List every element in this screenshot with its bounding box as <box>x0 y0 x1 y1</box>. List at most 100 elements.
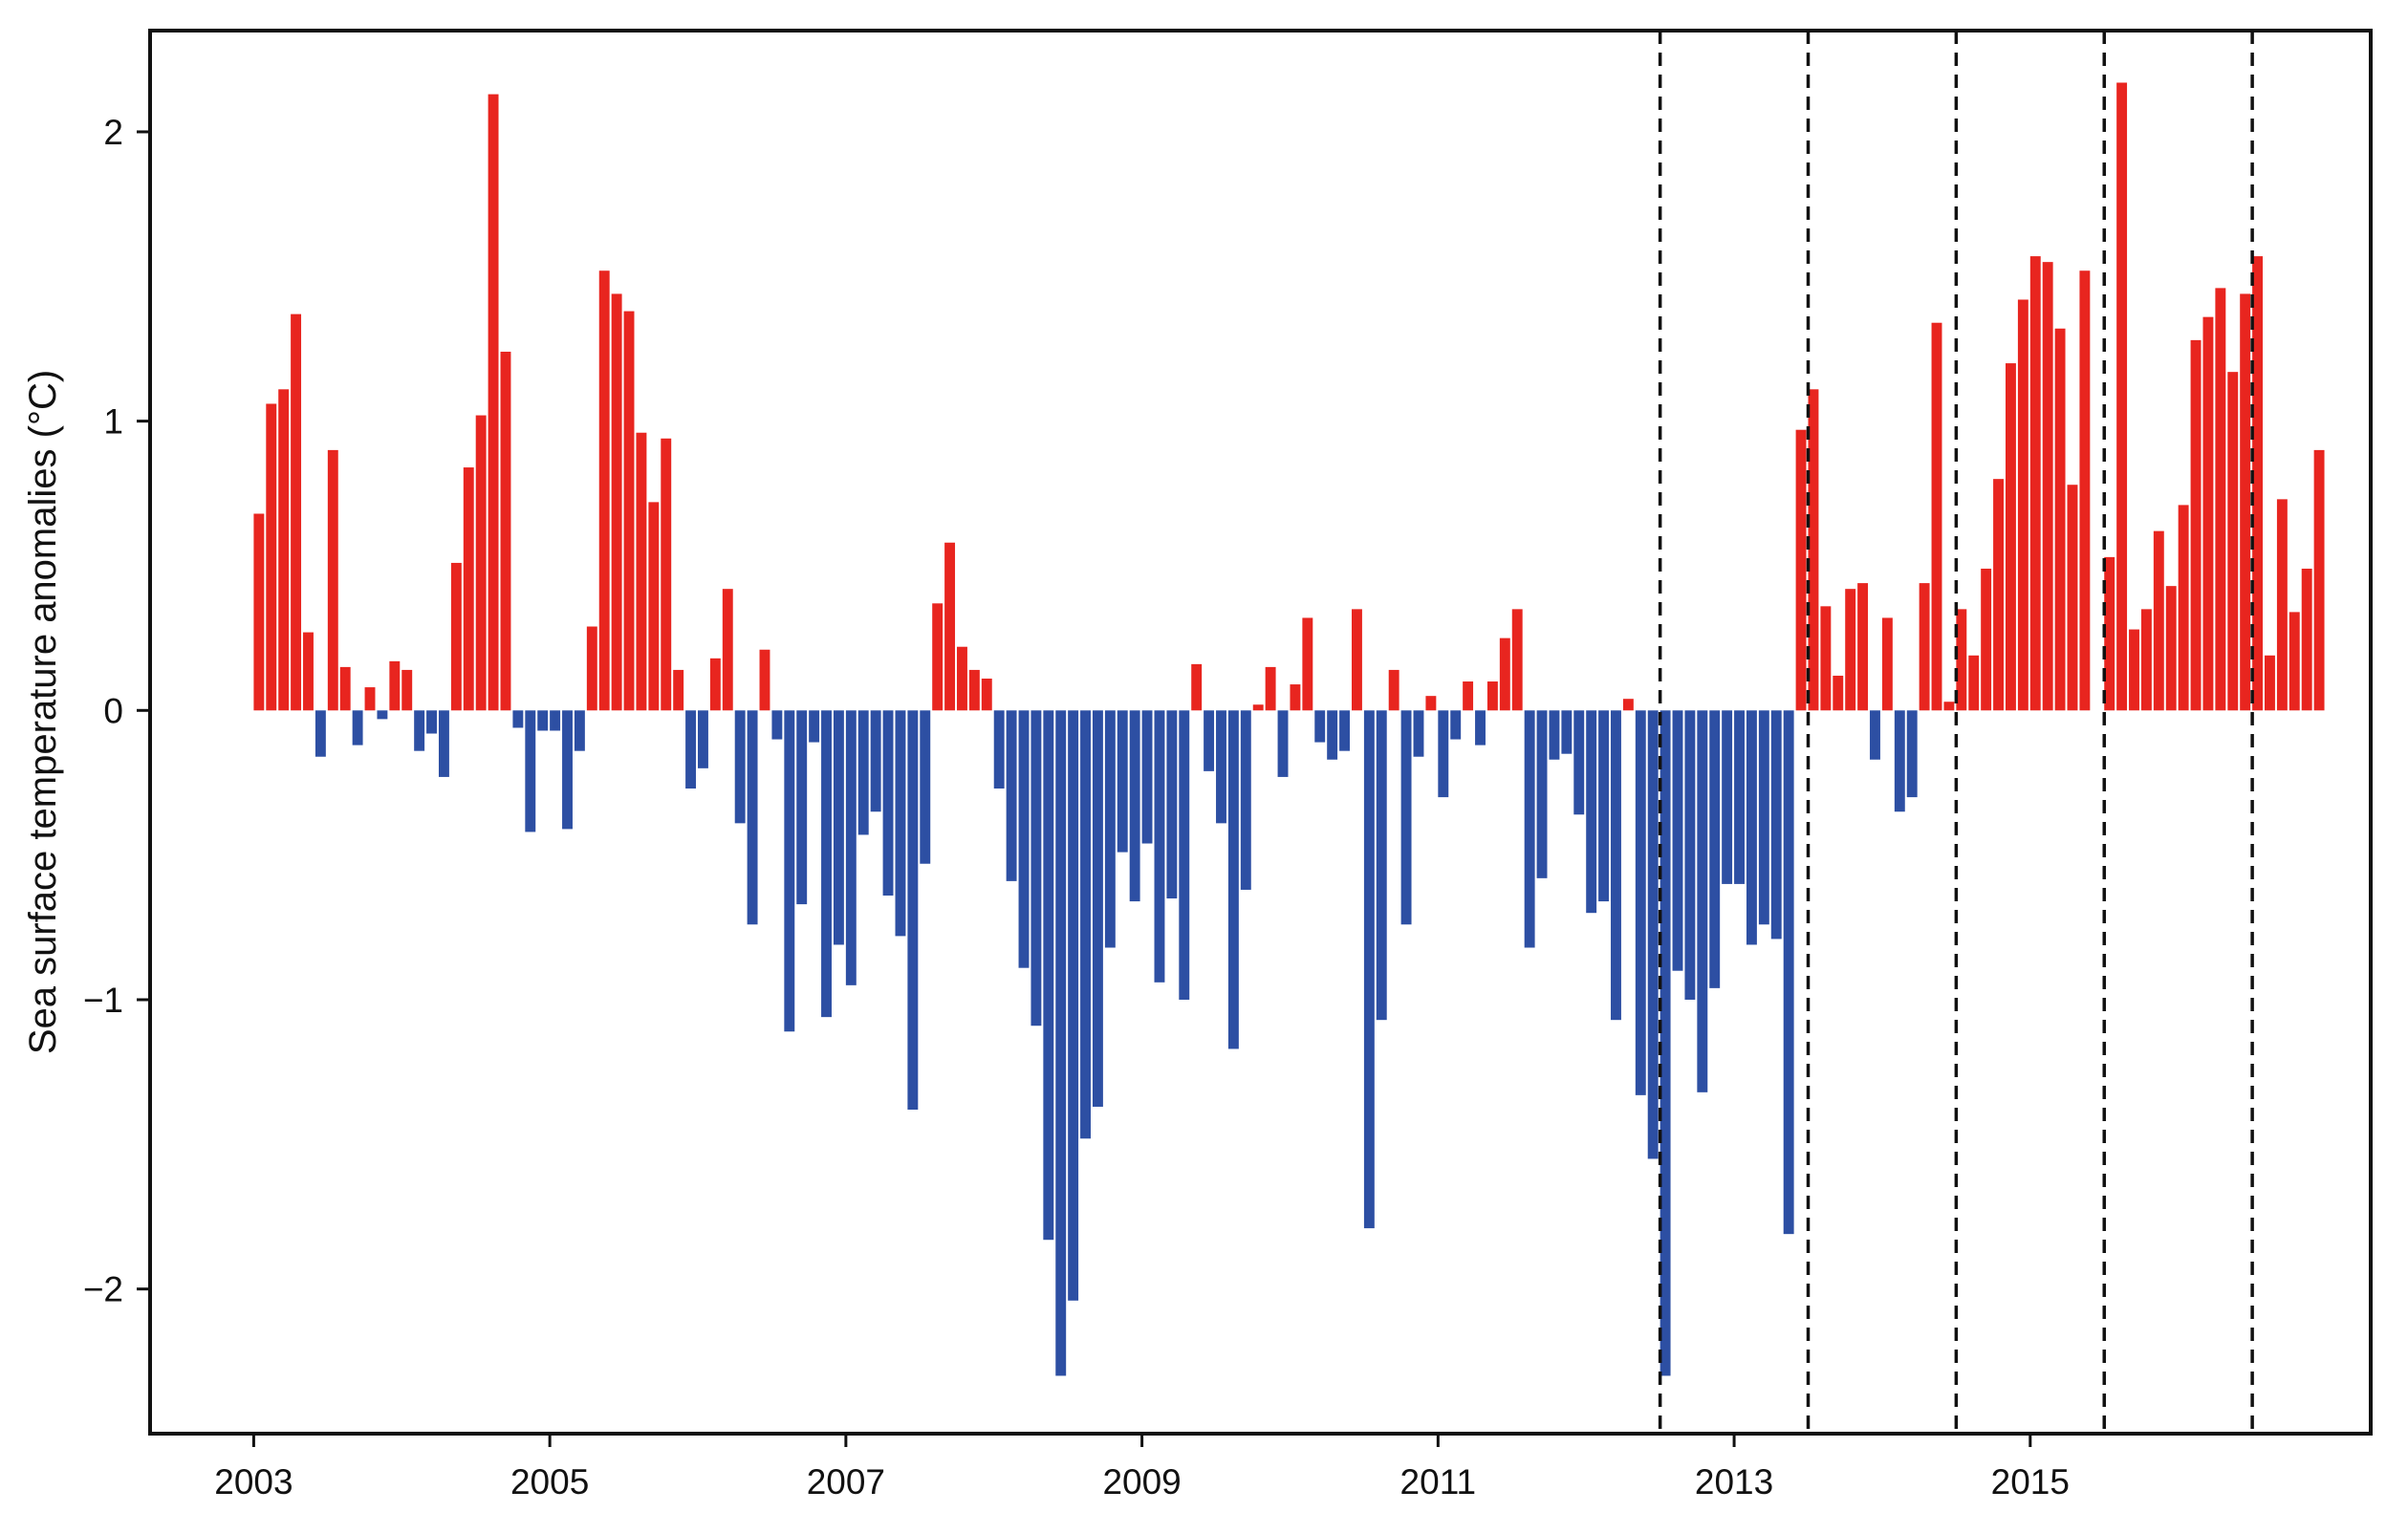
bar-month-15 <box>426 710 437 734</box>
bar-month-80 <box>1227 710 1239 1049</box>
bar-month-25 <box>550 710 561 731</box>
bar-month-122 <box>1746 710 1757 945</box>
x-tick-label-6: 2015 <box>1991 1462 2070 1502</box>
bar-month-155 <box>2153 530 2164 711</box>
bar-month-66 <box>1055 710 1067 1376</box>
bar-month-133 <box>1881 617 1893 711</box>
bar-month-129 <box>1833 675 1844 711</box>
bar-month-53 <box>895 710 906 937</box>
bar-month-136 <box>1919 583 1930 711</box>
bar-month-168 <box>2313 449 2325 711</box>
x-tick-label-2: 2007 <box>807 1462 885 1502</box>
y-tick-label-1: −1 <box>83 981 123 1020</box>
x-tick-label-4: 2011 <box>1400 1462 1477 1502</box>
bar-month-135 <box>1906 710 1918 798</box>
x-tick-label-1: 2005 <box>510 1462 589 1502</box>
bar-month-99 <box>1463 681 1474 711</box>
bar-month-98 <box>1450 710 1462 740</box>
bar-month-61 <box>993 710 1005 789</box>
bar-month-118 <box>1697 710 1708 1092</box>
bar-month-94 <box>1400 710 1412 925</box>
y-tick-label-4: 2 <box>103 113 123 152</box>
y-tick-label-0: −2 <box>83 1270 123 1309</box>
bar-month-127 <box>1808 389 1819 711</box>
bar-month-54 <box>907 710 919 1110</box>
bar-month-120 <box>1722 710 1733 884</box>
bar-month-32 <box>636 432 647 711</box>
bar-month-89 <box>1339 710 1351 751</box>
bar-month-117 <box>1684 710 1696 1000</box>
bar-month-154 <box>2140 609 2152 711</box>
bar-month-88 <box>1327 710 1338 760</box>
bar-month-152 <box>2116 82 2128 711</box>
bar-month-75 <box>1166 710 1178 899</box>
bar-month-130 <box>1845 589 1856 711</box>
bar-month-68 <box>1080 710 1091 1139</box>
bar-month-108 <box>1573 710 1585 815</box>
bar-month-157 <box>2178 505 2189 711</box>
bar-month-101 <box>1486 681 1498 711</box>
bar-month-106 <box>1549 710 1560 760</box>
bar-month-147 <box>2054 328 2066 711</box>
bar-month-7 <box>327 449 338 711</box>
x-tick-label-5: 2013 <box>1695 1462 1773 1502</box>
bar-month-158 <box>2190 339 2202 711</box>
bar-month-71 <box>1117 710 1128 853</box>
bar-month-143 <box>2006 363 2016 711</box>
bar-month-91 <box>1363 710 1375 1229</box>
bar-month-52 <box>882 710 894 897</box>
bar-month-83 <box>1265 666 1276 711</box>
bar-month-23 <box>525 710 536 832</box>
bar-month-93 <box>1388 669 1399 711</box>
bar-month-166 <box>2289 612 2300 711</box>
bar-month-139 <box>1956 609 1967 711</box>
plot-frame <box>148 29 2373 1436</box>
bar-month-26 <box>562 710 573 830</box>
bar-month-65 <box>1043 710 1054 1241</box>
bar-month-47 <box>821 710 832 1018</box>
bar-month-5 <box>303 632 314 711</box>
bar-month-64 <box>1030 710 1042 1026</box>
bar-month-85 <box>1290 684 1301 711</box>
bar-month-41 <box>747 710 758 925</box>
bar-month-159 <box>2202 316 2214 711</box>
bar-month-19 <box>475 415 487 711</box>
bar-month-115 <box>1660 710 1671 1376</box>
bar-month-40 <box>734 710 746 824</box>
axes: −2 −1 0 1 2 2003 2005 2007 2009 2011 2013 2015 <box>83 113 2070 1502</box>
bar-month-112 <box>1622 699 1634 711</box>
x-tick-label-0: 2003 <box>214 1462 293 1502</box>
bar-month-44 <box>784 710 795 1032</box>
bar-month-96 <box>1425 696 1437 711</box>
bar-month-141 <box>1981 568 1992 711</box>
bar-month-95 <box>1413 710 1424 757</box>
bar-month-151 <box>2104 556 2115 711</box>
bar-month-6 <box>315 710 326 757</box>
bar-month-2 <box>266 403 277 711</box>
bar-month-77 <box>1191 663 1203 711</box>
bar-month-140 <box>1968 655 1980 711</box>
bar-month-90 <box>1352 609 1362 711</box>
bar-month-38 <box>709 658 721 711</box>
bar-month-123 <box>1758 710 1769 925</box>
bar-month-12 <box>389 660 401 711</box>
bar-month-97 <box>1438 710 1449 798</box>
bar-month-10 <box>364 687 376 711</box>
bar-month-165 <box>2276 499 2288 711</box>
bar-month-36 <box>685 710 697 789</box>
bar-month-35 <box>673 669 684 711</box>
bar-month-55 <box>920 710 931 864</box>
bar-month-162 <box>2240 293 2251 711</box>
bar-month-125 <box>1783 710 1794 1235</box>
bar-month-149 <box>2079 270 2091 711</box>
bar-month-104 <box>1524 710 1535 948</box>
bar-month-102 <box>1499 637 1510 711</box>
bar-month-156 <box>2165 586 2177 711</box>
bar-month-1 <box>253 513 265 711</box>
bar-month-27 <box>574 710 585 751</box>
bar-month-29 <box>598 270 610 711</box>
bar-month-81 <box>1240 710 1251 890</box>
bar-month-145 <box>2029 256 2041 711</box>
bar-month-109 <box>1586 710 1597 914</box>
